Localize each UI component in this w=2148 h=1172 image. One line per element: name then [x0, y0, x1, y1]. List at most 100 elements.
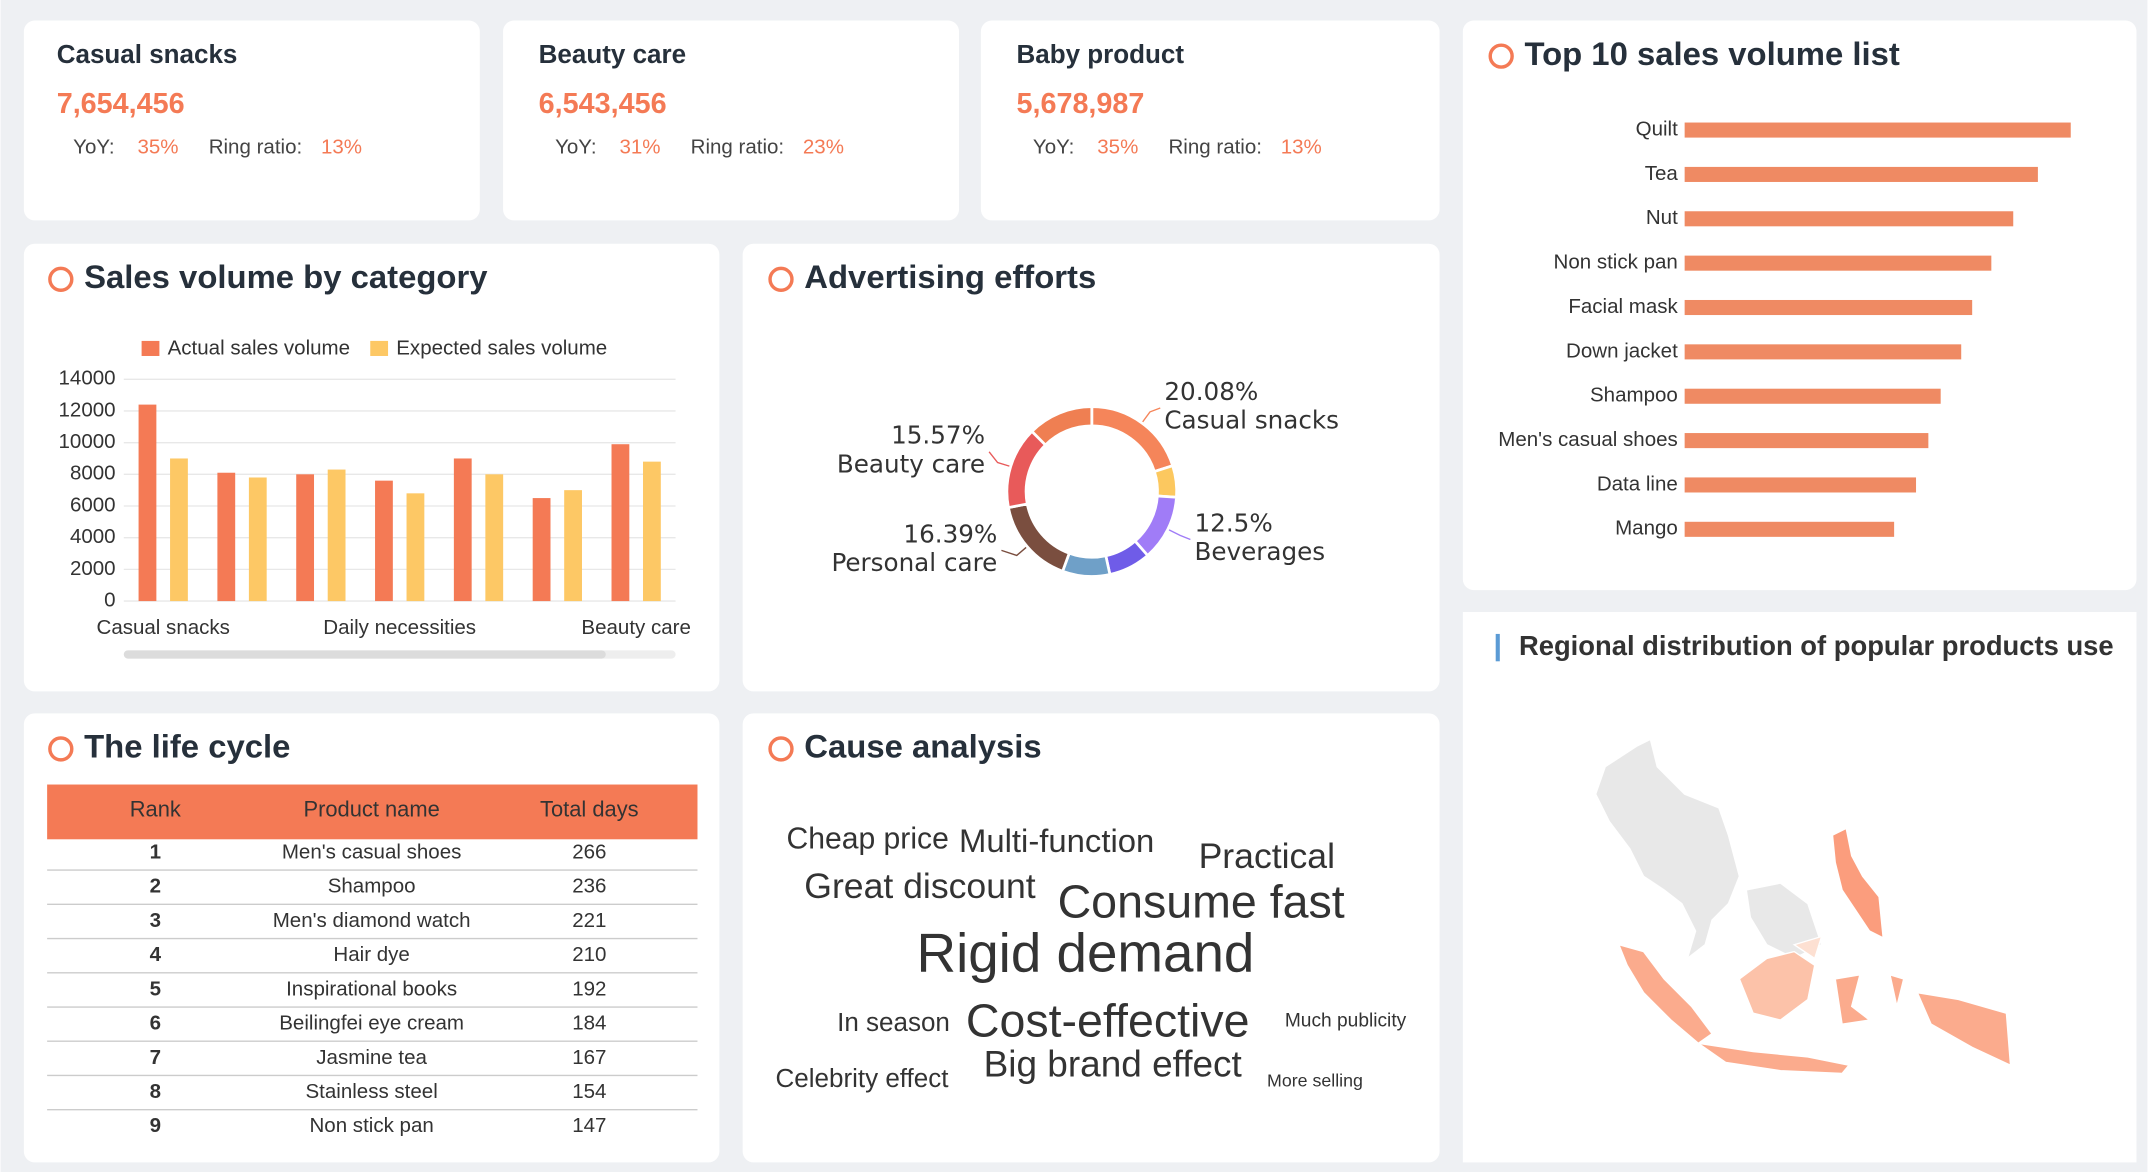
card-value: 5,678,987 — [1016, 88, 1144, 120]
title-icon — [768, 736, 794, 762]
table-cell: Inspirational books — [286, 977, 457, 1000]
card-yoy: 35% — [1097, 135, 1138, 158]
table-cell: 221 — [572, 909, 606, 932]
word: Consume fast — [1058, 875, 1345, 927]
data-label: 12.5% — [1194, 508, 1272, 537]
word: More selling — [1267, 1070, 1363, 1090]
y-tick-label: Data line — [1597, 472, 1678, 495]
table-cell: 4 — [150, 943, 162, 966]
panel-title: Cause analysis — [804, 728, 1041, 765]
panel-title: Sales volume by category — [84, 258, 488, 295]
map-region — [1889, 973, 1905, 1007]
word: Celebrity effect — [776, 1063, 950, 1093]
pie-slice — [1029, 405, 1094, 447]
y-tick-label: Down jacket — [1566, 339, 1678, 362]
title-bar — [1495, 633, 1500, 662]
card-label: YoY: — [73, 135, 114, 158]
map-region — [1617, 943, 1714, 1045]
map-region — [1916, 991, 2012, 1067]
y-tick-label: 10000 — [59, 430, 116, 453]
bar — [453, 458, 472, 602]
y-tick-label: Quilt — [1636, 117, 1678, 140]
card — [980, 20, 1440, 221]
table-cell: 8 — [150, 1080, 161, 1103]
bar — [248, 477, 267, 602]
card — [503, 20, 959, 221]
legend-swatch — [370, 340, 389, 356]
panel — [1462, 612, 2137, 1163]
table-cell: Non stick pan — [309, 1114, 433, 1137]
map-panel: Regional distribution of popular product… — [1495, 630, 2114, 1075]
card — [23, 20, 480, 221]
map-region — [1831, 827, 1884, 940]
card-label: Ring ratio: — [209, 135, 303, 158]
card-label: YoY: — [1033, 135, 1074, 158]
card-yoy: 31% — [619, 135, 660, 158]
y-tick-label: 12000 — [59, 398, 116, 421]
panel-title: Top 10 sales volume list — [1524, 35, 1899, 72]
table-cell: 5 — [150, 977, 161, 1000]
word: Great discount — [804, 866, 1035, 906]
bar — [327, 469, 346, 602]
bar — [1684, 166, 2038, 182]
y-tick-label: 2000 — [70, 557, 116, 580]
panel-title: Advertising efforts — [804, 258, 1096, 295]
table-cell: 210 — [572, 943, 606, 966]
x-tick-label: Casual snacks — [97, 616, 230, 639]
y-tick-label: Mango — [1615, 517, 1678, 540]
card-value: 6,543,456 — [539, 88, 667, 120]
card-name: Casual snacks — [57, 39, 238, 69]
y-tick-label: Tea — [1645, 162, 1679, 185]
table-cell: Hair dye — [333, 943, 409, 966]
table-cell: Men's casual shoes — [282, 840, 462, 863]
map-region — [1792, 935, 1823, 960]
card-label: YoY: — [555, 135, 596, 158]
column-header: Total days — [540, 796, 639, 821]
table-cell: 147 — [572, 1114, 606, 1137]
scrollbar-thumb[interactable] — [123, 650, 606, 659]
title-icon — [48, 266, 74, 292]
leader-line — [1168, 529, 1191, 541]
bar — [1684, 344, 1962, 360]
card-yoy: 35% — [137, 135, 178, 158]
bar — [170, 458, 188, 602]
table-cell: 154 — [572, 1080, 606, 1103]
bar — [532, 498, 551, 602]
word: In season — [837, 1007, 950, 1037]
slice-label: Beauty care — [837, 450, 985, 479]
bar — [1684, 433, 1929, 449]
card-value: 7,654,456 — [57, 88, 185, 120]
card-name: Beauty care — [539, 39, 686, 69]
pie-slice — [1152, 463, 1179, 499]
leader-line — [1001, 546, 1027, 557]
panel-title: The life cycle — [84, 728, 290, 765]
y-tick-label: Non stick pan — [1554, 251, 1678, 274]
column-header: Product name — [303, 796, 439, 821]
bar — [1684, 299, 1973, 316]
bar — [217, 472, 236, 602]
leader-line — [1142, 407, 1161, 423]
map-title: Regional distribution of popular product… — [1519, 630, 2114, 661]
map-region — [1738, 950, 1816, 1021]
y-tick-label: 14000 — [59, 367, 116, 390]
map-region — [1594, 738, 1741, 961]
title-icon — [48, 736, 74, 762]
panel — [742, 243, 1440, 692]
table-cell: 192 — [572, 977, 606, 1000]
y-tick-label: 8000 — [70, 462, 116, 485]
card-name: Baby product — [1016, 39, 1184, 69]
bar — [1684, 211, 2014, 227]
bar — [1684, 122, 2071, 138]
title-icon — [768, 266, 794, 292]
pie-slice — [1060, 551, 1112, 578]
table-cell: Shampoo — [328, 875, 416, 898]
bar — [406, 493, 425, 602]
card-ring-ratio: 23% — [803, 135, 844, 158]
title-icon — [1488, 43, 1514, 69]
map-region — [1834, 973, 1872, 1025]
word-cloud: Cheap price Multi-function Practical Gre… — [776, 822, 1407, 1093]
table-cell: Beilingfei eye cream — [279, 1012, 464, 1035]
bar — [611, 444, 630, 602]
bar — [1684, 255, 1992, 271]
